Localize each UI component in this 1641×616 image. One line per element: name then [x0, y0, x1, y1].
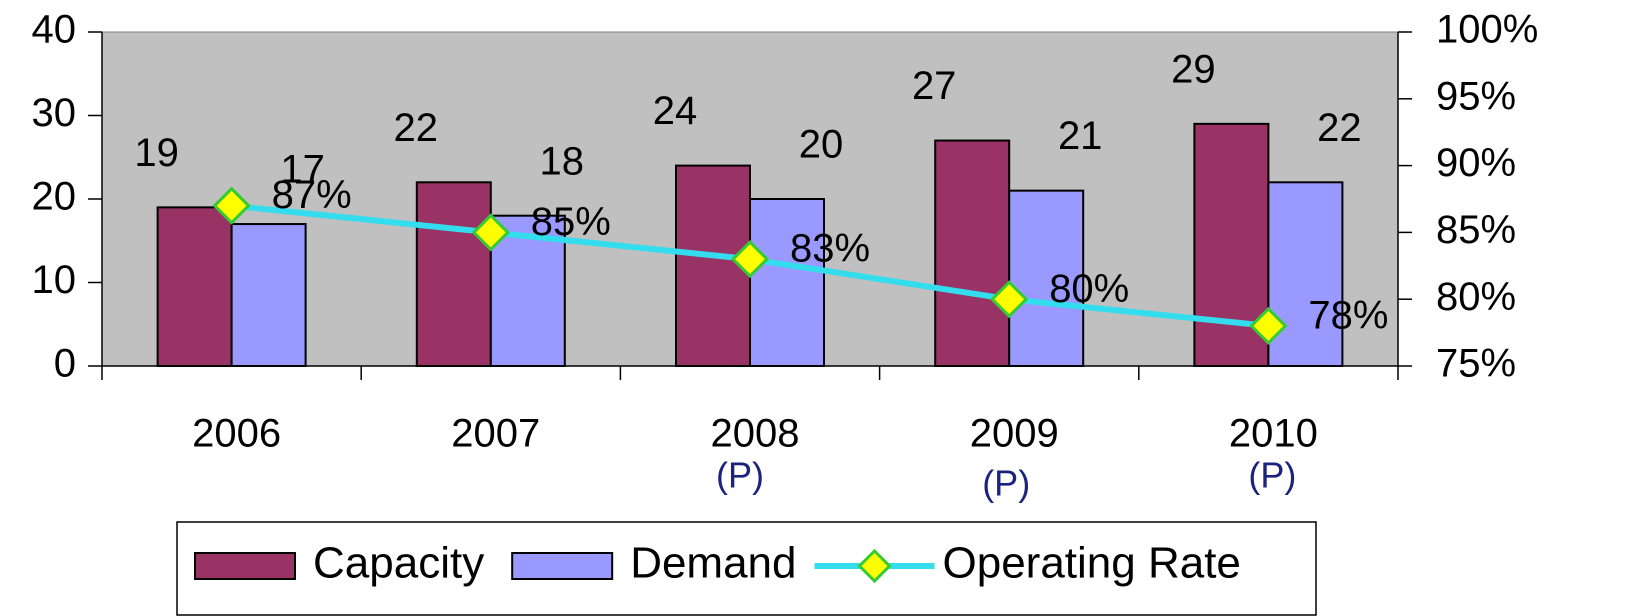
bar	[156, 206, 233, 367]
line-value-label: 87%	[272, 173, 352, 217]
legend-label: Demand	[630, 539, 796, 588]
bar-value-label: 29	[1171, 47, 1216, 91]
x-tick-note: (P)	[716, 455, 764, 496]
bar-value-label: 22	[394, 106, 439, 150]
line-marker	[990, 280, 1029, 319]
x-tick-label: 2008	[711, 412, 800, 456]
x-tick-label: 2010	[1229, 412, 1318, 456]
bar-value-label: 20	[799, 123, 844, 167]
x-tick-label: 2007	[451, 412, 540, 456]
bar-value-label: 27	[912, 64, 957, 108]
x-tick-note: (P)	[982, 463, 1030, 504]
bar	[230, 223, 307, 367]
bar-value-label: 21	[1058, 114, 1103, 158]
y2-tick-label: 75%	[1436, 342, 1516, 386]
y-tick-label: 10	[32, 258, 77, 302]
x-tick-label: 2006	[192, 412, 281, 456]
y-tick-label: 20	[32, 175, 77, 219]
y2-tick-label: 90%	[1436, 141, 1516, 185]
legend-swatch	[511, 552, 614, 580]
bar	[749, 198, 825, 367]
line-marker	[1249, 306, 1288, 346]
bar-value-label: 17	[280, 148, 325, 192]
x-tick-label: 2009	[970, 412, 1059, 456]
bar-value-label: 22	[1317, 106, 1362, 150]
legend-marker	[857, 548, 892, 584]
line-value-label: 78%	[1308, 293, 1388, 337]
y2-tick-label: 85%	[1436, 208, 1516, 252]
legend-label: Operating Rate	[943, 539, 1241, 588]
bar	[934, 139, 1011, 367]
legend	[176, 521, 1317, 616]
legend-swatch	[194, 552, 296, 580]
line-marker	[471, 213, 510, 252]
line-value-label: 80%	[1049, 267, 1129, 311]
line-value-label: 85%	[531, 200, 611, 244]
bar-value-label: 18	[540, 139, 585, 183]
y-tick-label: 40	[32, 8, 77, 52]
bar	[1008, 189, 1085, 367]
y-tick-label: 0	[54, 342, 76, 386]
bar	[1267, 181, 1344, 367]
line-value-label: 83%	[790, 227, 870, 271]
y2-tick-label: 80%	[1436, 275, 1516, 319]
x-tick-note: (P)	[1248, 455, 1296, 496]
y2-tick-label: 95%	[1436, 74, 1516, 118]
bar-value-label: 24	[653, 89, 698, 133]
bar	[415, 181, 492, 367]
legend-label: Capacity	[313, 539, 484, 588]
bar-value-label: 19	[134, 131, 179, 175]
y2-tick-label: 100%	[1436, 8, 1538, 52]
y-tick-label: 30	[32, 91, 77, 135]
line-marker	[212, 186, 251, 225]
line-marker	[730, 239, 770, 279]
